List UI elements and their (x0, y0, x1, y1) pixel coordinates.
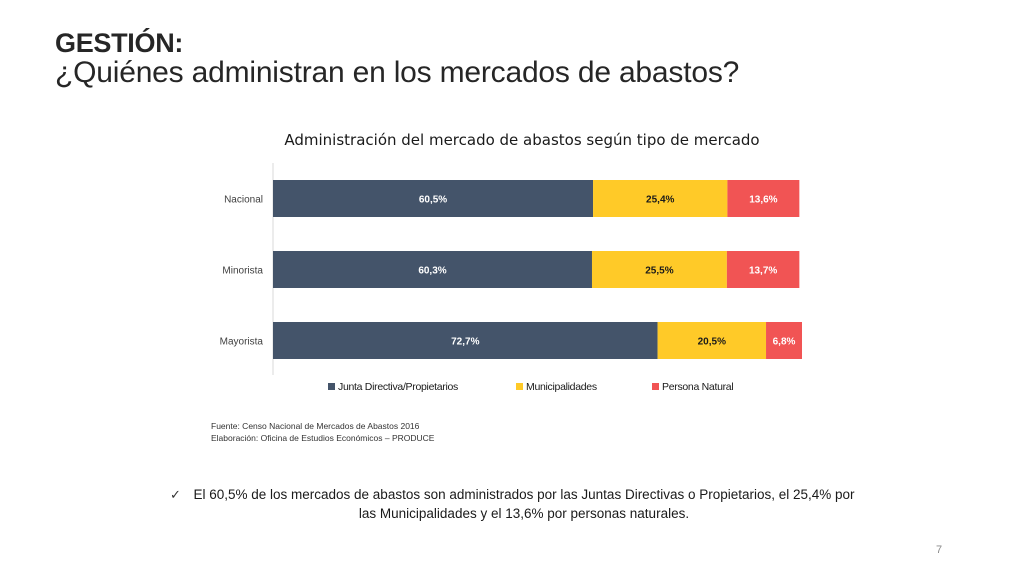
chart-title: Administración del mercado de abastos se… (284, 131, 760, 149)
legend-swatch (516, 383, 523, 390)
source-line: Fuente: Censo Nacional de Mercados de Ab… (211, 421, 420, 431)
data-label: 25,4% (646, 195, 674, 206)
bar-segment (657, 322, 767, 359)
source-note: Fuente: Censo Nacional de Mercados de Ab… (211, 420, 434, 444)
category-label: Mayorista (220, 337, 264, 348)
conclusion-bullet: ✓ El 60,5% de los mercados de abastos so… (170, 485, 860, 523)
elaboration-line: Elaboración: Oficina de Estudios Económi… (211, 433, 435, 443)
data-label: 20,5% (698, 337, 726, 348)
data-label: 13,7% (749, 266, 777, 277)
legend-swatch (328, 383, 335, 390)
data-label: 72,7% (451, 337, 479, 348)
conclusion-text: El 60,5% de los mercados de abastos son … (193, 487, 855, 521)
bar-segment (591, 251, 727, 288)
category-label: Minorista (222, 266, 263, 277)
data-label: 6,8% (773, 337, 796, 348)
category-label: Nacional (224, 195, 263, 206)
page-number: 7 (936, 544, 943, 556)
legend-label: Persona Natural (662, 381, 733, 393)
bar-segment (727, 180, 800, 217)
bar-segment (593, 180, 728, 217)
bar-segment (273, 322, 658, 359)
data-label: 13,6% (749, 195, 777, 206)
bar-segment (273, 251, 592, 288)
bar-segment (726, 251, 800, 288)
legend-swatch (652, 383, 659, 390)
data-label: 60,5% (419, 195, 447, 206)
data-label: 25,5% (645, 266, 673, 277)
slide-heading: GESTIÓN: (55, 28, 184, 58)
slide-subheading: ¿Quiénes administran en los mercados de … (55, 56, 740, 89)
bar-segment (273, 180, 594, 217)
checkmark-icon: ✓ (170, 487, 181, 502)
legend-label: Municipalidades (526, 381, 597, 393)
legend-label: Junta Directiva/Propietarios (338, 381, 458, 393)
bar-segment (766, 322, 802, 359)
data-label: 60,3% (418, 266, 446, 277)
